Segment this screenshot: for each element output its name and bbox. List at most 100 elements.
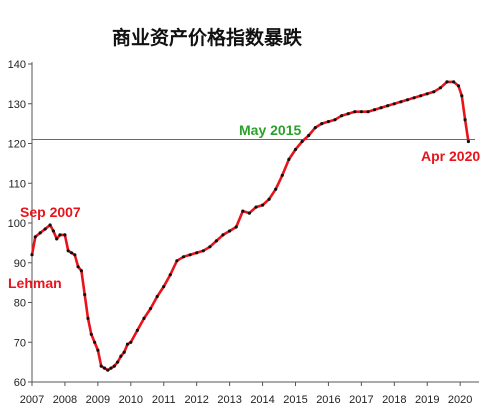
data-point (432, 90, 436, 94)
annotations: Sep 2007 Lehman May 2015 Apr 2020 (8, 122, 480, 291)
x-tick-label: 2010 (119, 394, 143, 406)
data-point (76, 265, 80, 269)
data-point (93, 340, 97, 344)
data-point (63, 233, 67, 237)
data-point (201, 249, 205, 253)
data-point (106, 368, 110, 372)
data-point (175, 259, 179, 263)
data-point (142, 316, 146, 320)
data-point (125, 342, 130, 346)
x-tick-label: 2007 (20, 394, 44, 406)
data-point (326, 120, 330, 124)
annotation-label: Sep 2007 (20, 204, 81, 220)
x-tick-label: 2015 (283, 394, 307, 406)
data-point (96, 348, 100, 352)
data-point (412, 96, 416, 100)
data-point (51, 229, 56, 233)
data-point (280, 173, 284, 177)
x-tick-label: 2008 (53, 394, 77, 406)
data-point (254, 205, 258, 209)
x-tick-label: 2017 (349, 394, 373, 406)
data-point (353, 110, 357, 114)
data-point (267, 197, 271, 201)
data-point (333, 118, 337, 122)
data-point (241, 209, 245, 213)
chart-title: 商业资产价格指数暴跌 (112, 26, 303, 49)
data-point (69, 251, 74, 255)
data-point (112, 364, 116, 368)
data-point (456, 84, 461, 88)
data-point (83, 293, 87, 297)
data-point (73, 253, 77, 257)
y-tick-label: 140 (8, 59, 26, 71)
annotation-label: Lehman (8, 275, 62, 291)
data-point (116, 360, 120, 364)
data-point (66, 249, 70, 253)
x-tick-label: 2016 (316, 394, 340, 406)
data-point (425, 92, 429, 96)
y-tick-label: 90 (14, 258, 26, 270)
data-point (89, 332, 93, 336)
data-point (419, 94, 423, 98)
data-point (379, 106, 383, 110)
data-point (307, 133, 311, 138)
data-point (445, 80, 449, 84)
x-axis: 2007 2008 2009 2010 2011 2012 2013 2014 2015 2016… (20, 381, 479, 406)
x-tick-label: 2011 (152, 394, 176, 406)
x-tick-label: 2020 (448, 394, 472, 406)
data-point (359, 110, 363, 114)
data-point (438, 86, 442, 90)
data-point (261, 203, 265, 207)
data-point (386, 104, 390, 108)
data-point (247, 211, 251, 215)
y-tick-label: 110 (8, 178, 26, 190)
x-tick-label: 2012 (184, 394, 208, 406)
data-point (405, 98, 410, 102)
data-point (274, 187, 278, 191)
data-point (214, 239, 218, 243)
x-tick-label: 2009 (86, 394, 110, 406)
data-point (228, 229, 232, 233)
y-tick-label: 120 (8, 139, 26, 151)
data-point (320, 122, 324, 126)
data-point (135, 328, 139, 332)
data-point (58, 233, 62, 237)
data-point (460, 94, 464, 98)
x-tick-label: 2018 (382, 394, 406, 406)
data-point (86, 316, 90, 320)
series-group (30, 80, 470, 372)
data-point (287, 157, 291, 161)
data-point (188, 253, 192, 257)
series-line (30, 80, 470, 372)
data-point (366, 110, 370, 114)
data-point (300, 139, 304, 144)
data-point (452, 80, 456, 84)
data-point (466, 139, 470, 144)
data-point (30, 253, 34, 257)
y-tick-label: 100 (8, 218, 26, 230)
data-point (155, 294, 159, 299)
data-point (392, 102, 396, 106)
data-point (313, 126, 317, 130)
data-point (48, 223, 52, 227)
data-point (109, 366, 113, 370)
data-point (234, 225, 238, 229)
data-point (43, 227, 47, 231)
data-point (99, 364, 103, 368)
y-axis: 60 70 80 90 100 110 120 130 140 (8, 59, 33, 389)
data-point (340, 114, 344, 118)
data-point (129, 340, 133, 344)
data-point (168, 273, 172, 277)
y-tick-label: 130 (8, 99, 26, 111)
data-point (372, 108, 377, 112)
y-tick-label: 70 (14, 337, 26, 349)
data-point (79, 269, 83, 273)
data-point (149, 306, 153, 311)
data-point (221, 233, 225, 237)
data-point (33, 235, 37, 239)
x-tick-label: 2019 (415, 394, 439, 406)
annotation-label: May 2015 (239, 122, 301, 138)
y-tick-label: 80 (14, 298, 26, 310)
data-point (119, 354, 123, 358)
data-point (399, 100, 403, 104)
